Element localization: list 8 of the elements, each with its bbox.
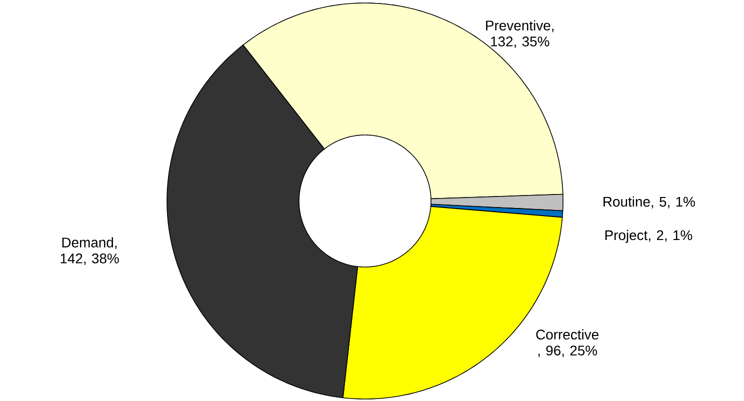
slice-label: Routine [604, 196, 650, 207]
slice-label: Corrective [536, 329, 598, 340]
slice-label: Demand [62, 237, 114, 248]
slice-label: Preventive [486, 20, 550, 30]
data-label: , 5, 1% [652, 196, 695, 208]
data-label: , 96, 25% [538, 346, 598, 358]
data-label: , 2, 1% [648, 230, 692, 242]
slice-label: Project [605, 230, 648, 243]
